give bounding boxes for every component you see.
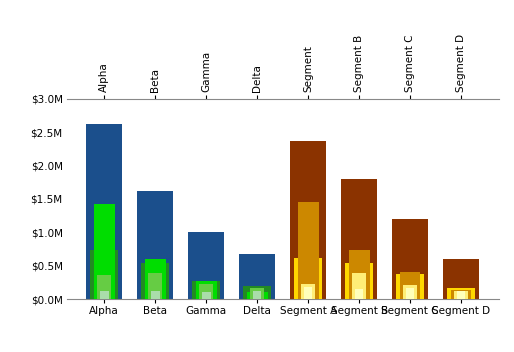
Bar	[196, 281, 216, 299]
Bar	[454, 291, 468, 299]
Bar	[403, 285, 417, 299]
Bar	[451, 289, 471, 299]
Bar	[151, 291, 159, 299]
Bar	[447, 288, 475, 299]
Bar	[243, 286, 271, 299]
Bar	[192, 282, 220, 299]
Bar	[345, 263, 373, 299]
Bar	[247, 291, 268, 299]
Bar	[253, 290, 262, 299]
Bar	[141, 263, 169, 299]
Bar	[443, 259, 479, 299]
Bar	[145, 259, 166, 299]
Bar	[304, 288, 313, 299]
Bar	[341, 180, 377, 299]
Bar	[250, 289, 264, 299]
Bar	[396, 274, 424, 299]
Bar	[349, 250, 370, 299]
Bar	[90, 250, 118, 299]
Bar	[137, 191, 173, 299]
Bar	[392, 219, 428, 299]
Bar	[148, 274, 162, 299]
Bar	[100, 290, 108, 299]
Bar	[355, 289, 363, 299]
Bar	[189, 232, 224, 299]
Bar	[406, 288, 414, 299]
Bar	[295, 258, 322, 299]
Bar	[94, 204, 115, 299]
Bar	[86, 124, 122, 299]
Bar	[457, 291, 465, 299]
Bar	[301, 284, 315, 299]
Bar	[202, 292, 211, 299]
Bar	[352, 273, 366, 299]
Bar	[298, 202, 319, 299]
Bar	[290, 142, 326, 299]
Bar	[97, 275, 112, 299]
Bar	[400, 272, 420, 299]
Bar	[199, 284, 213, 299]
Bar	[240, 254, 275, 299]
